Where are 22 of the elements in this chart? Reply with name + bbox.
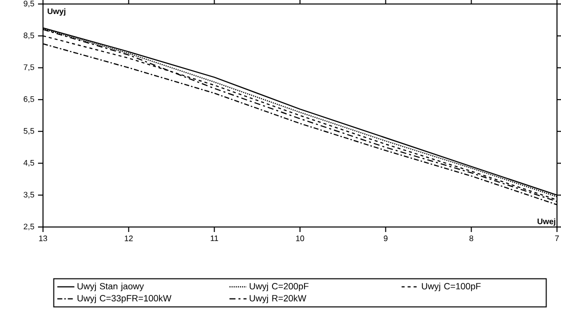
y-tick-label: 3,5 (24, 192, 34, 198)
x-tick-label: 12 (124, 236, 133, 242)
y-axis-title: Uwyj (48, 8, 66, 16)
legend-label: Uwyj R=20kW (250, 294, 306, 304)
legend-label: Uwyj Stan jaowy (78, 282, 144, 292)
x-tick-label: 7 (555, 236, 559, 242)
y-tick-label: 8,5 (24, 32, 34, 40)
y-tick-label: 2,5 (24, 224, 34, 230)
x-tick-label: 11 (210, 236, 218, 242)
legend-label: Uwyj C=33pFR=100kW (78, 294, 172, 304)
legend-label: Uwyj C=200pF (250, 282, 308, 292)
y-tick-label: 7,5 (24, 64, 34, 71)
y-tick-label: 6,5 (24, 96, 34, 103)
y-tick-label: 9,5 (24, 0, 34, 8)
x-tick-label: 9 (384, 236, 388, 242)
x-tick-label: 13 (39, 236, 48, 242)
x-tick-label: 10 (296, 236, 304, 242)
legend-label: Uwyj C=100pF (422, 282, 481, 292)
x-axis-title: Uwej (538, 218, 556, 226)
y-tick-label: 5,5 (24, 128, 34, 135)
x-tick-label: 8 (469, 236, 474, 242)
y-tick-label: 4,5 (24, 160, 34, 167)
